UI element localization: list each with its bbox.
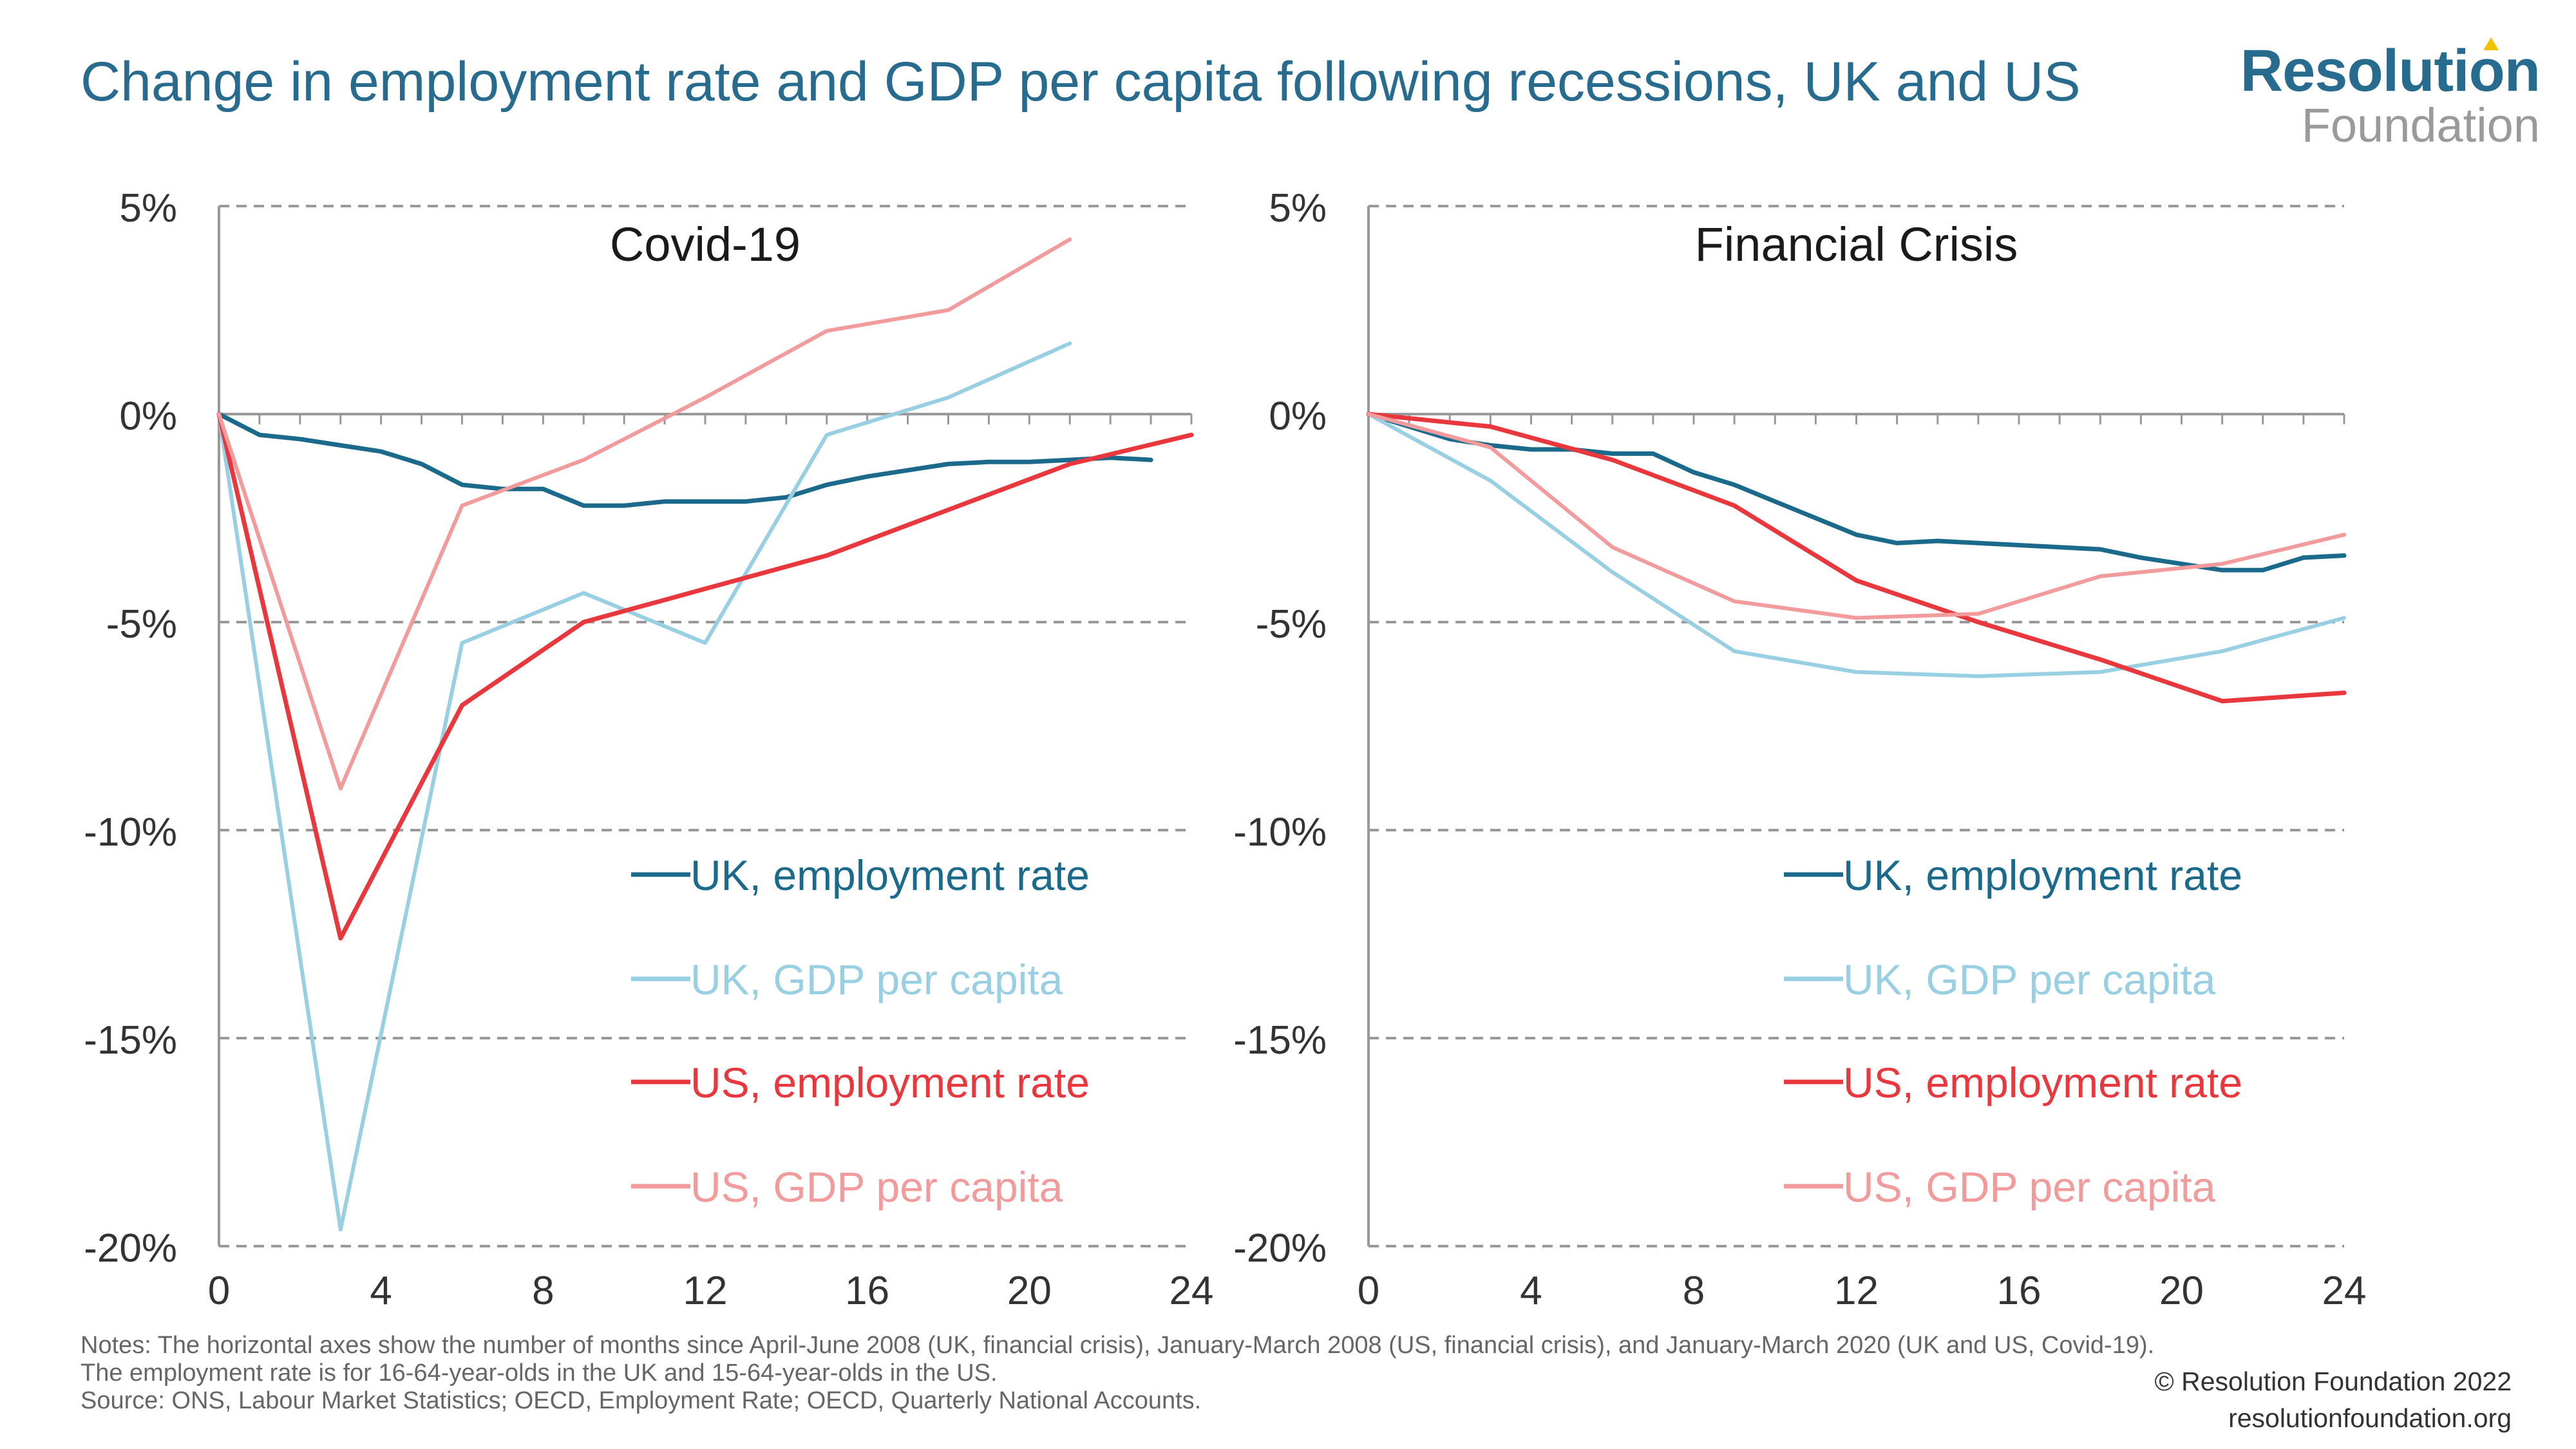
panel-1-y-tick-label: -5%: [106, 602, 177, 647]
panel-2-title: Financial Crisis: [1695, 218, 2018, 271]
panel-2-series-us-employment-line: [1366, 412, 2347, 704]
panel-2-legend-label: US, GDP per capita: [1843, 1163, 2216, 1211]
panel-1-title: Covid-19: [610, 218, 800, 271]
panel-1-x-tick-label: 24: [1170, 1269, 1214, 1313]
page-title: Change in employment rate and GDP per ca…: [80, 51, 2081, 113]
logo-wordmark-top: Resolution: [2240, 37, 2541, 100]
panel-1-y-tick-label: -20%: [84, 1226, 177, 1271]
panel-2-y-tick-label: -5%: [1256, 602, 1327, 647]
panel-1-legend-label: US, employment rate: [690, 1059, 1090, 1106]
panel-2-x-tick-label: 16: [1997, 1269, 2041, 1313]
panel-2-y-tick-label: 0%: [1269, 394, 1327, 439]
source-text: Source: ONS, Labour Market Statistics; O…: [80, 1387, 1202, 1414]
logo-line2: Foundation: [2301, 99, 2540, 152]
panel-2-y-tick-label: -10%: [1233, 810, 1327, 855]
panel-2-x-tick-label: 12: [1834, 1269, 1879, 1313]
panel-1-x-tick-label: 0: [208, 1269, 230, 1313]
website-text: resolutionfoundation.org: [2228, 1403, 2512, 1433]
panel-2-x-tick-label: 24: [2322, 1269, 2367, 1313]
panel-1-series-uk-gdp-line: [217, 341, 1072, 1232]
panel-1-y-tick-label: 5%: [119, 186, 177, 231]
copyright-text: © Resolution Foundation 2022: [2154, 1367, 2512, 1396]
panel-1-y-tick-label: 0%: [119, 394, 177, 439]
panel-1-x-tick-label: 16: [845, 1269, 889, 1313]
panel-1-y-tick-label: -15%: [84, 1018, 177, 1063]
panel-1-y-tick-label: -10%: [84, 810, 177, 855]
chart-notes: Notes: The horizontal axes show the numb…: [80, 1332, 2174, 1415]
panel-2-legend-label: UK, employment rate: [1843, 851, 2242, 899]
panel-1-legend-label: US, GDP per capita: [690, 1163, 1063, 1211]
copyright-block: © Resolution Foundation 2022 resolutionf…: [2155, 1363, 2512, 1437]
panel-2-legend-label: US, employment rate: [1843, 1059, 2242, 1106]
panel-1-series-us-gdp-line: [217, 237, 1072, 791]
panel-1-legend-label: UK, GDP per capita: [690, 956, 1063, 1003]
panel-2-x-tick-label: 4: [1520, 1269, 1542, 1313]
resolution-foundation-logo: Resolution Foundation: [2240, 37, 2541, 152]
panel-2-series-us-gdp-line: [1367, 412, 2346, 620]
panel-1-series-us-employment-line: [216, 412, 1194, 941]
logo-line1: Resolution: [2240, 38, 2541, 104]
panel-1-x-tick-label: 4: [370, 1269, 392, 1313]
panel-2-y-tick-label: -20%: [1233, 1226, 1327, 1271]
logo-accent-mark: [2483, 37, 2499, 50]
panel-2-x-tick-label: 20: [2159, 1269, 2204, 1313]
panel-2-legend-label: UK, GDP per capita: [1843, 956, 2216, 1003]
notes-text: Notes: The horizontal axes show the numb…: [80, 1332, 2155, 1387]
panel-2-y-tick-label: 5%: [1269, 186, 1327, 231]
panel-2-x-tick-label: 8: [1683, 1269, 1705, 1313]
panel-1-x-tick-label: 20: [1007, 1269, 1052, 1313]
panel-2-series-uk-gdp-line: [1367, 412, 2346, 678]
panel-2-x-tick-label: 0: [1358, 1269, 1379, 1313]
panel-1-series-uk-employment-line: [216, 412, 1153, 508]
panel-1-x-tick-label: 12: [683, 1269, 728, 1313]
panel-2-series-uk-employment-line: [1366, 412, 2347, 573]
panel-1-x-tick-label: 8: [532, 1269, 554, 1313]
panel-1-legend-label: UK, employment rate: [690, 851, 1090, 899]
panel-2-y-tick-label: -15%: [1233, 1018, 1327, 1063]
